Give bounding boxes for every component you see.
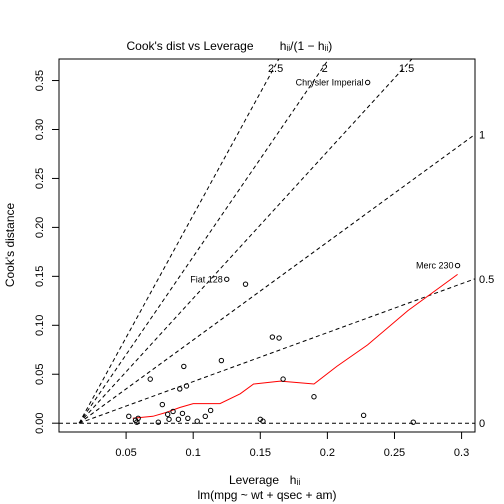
data-points: [126, 79, 461, 425]
data-point: [159, 401, 166, 408]
data-point: [269, 334, 276, 340]
contour-label-zero: 0: [479, 418, 485, 430]
contour-label: 1.5: [399, 63, 414, 75]
y-tick-label: 0.15: [34, 266, 46, 287]
contour-line: [78, 59, 413, 424]
x-tick-label: 0.3: [454, 447, 469, 459]
data-point: [454, 262, 461, 269]
y-tick-label: 0.00: [34, 412, 46, 433]
y-tick-label: 0.05: [34, 364, 46, 385]
data-point: [218, 357, 225, 364]
contour-line: [78, 133, 475, 424]
data-point: [126, 413, 132, 420]
x-axis: 0.05 0.1 0.15 0.2 0.25 0.3: [115, 431, 469, 459]
data-point: [360, 412, 367, 419]
chart-title: Cook's dist vs Leverage: [126, 39, 253, 53]
data-point: [242, 281, 249, 287]
data-point: [185, 415, 191, 421]
data-point: [202, 413, 208, 420]
data-point: [147, 376, 153, 382]
contour-line: [78, 278, 475, 424]
data-point: [166, 416, 172, 422]
x-tick-label: 0.25: [384, 447, 405, 459]
chart-title-formula: hᵢᵢ/(1 − hᵢᵢ): [280, 39, 333, 53]
data-point: [164, 411, 171, 418]
y-tick-label: 0.25: [34, 168, 46, 189]
data-point: [224, 276, 230, 282]
point-label: Fiat 128: [190, 274, 223, 284]
contour-line: [78, 59, 330, 424]
data-point: [183, 383, 190, 389]
y-tick-label: 0.30: [34, 119, 46, 140]
y-tick-label: 0.35: [34, 70, 46, 91]
point-labels: Chrysler Imperial Fiat 128 Merc 230: [190, 77, 453, 284]
data-point: [135, 415, 141, 421]
plot-frame: [58, 58, 476, 433]
data-point: [280, 376, 286, 382]
contour-label: 1: [479, 129, 485, 141]
chart-subtitle: lm(mpg ~ wt + qsec + am): [197, 488, 336, 502]
smoother-line: [132, 273, 458, 419]
x-axis-label-formula: hᵢᵢ: [290, 473, 301, 487]
data-point: [175, 416, 182, 422]
y-tick-label: 0.10: [34, 315, 46, 336]
x-tick-label: 0.2: [320, 447, 335, 459]
x-tick-label: 0.1: [186, 447, 201, 459]
x-tick-label: 0.05: [115, 447, 136, 459]
smoother-group: [132, 273, 458, 419]
x-axis-label: Leverage: [229, 473, 279, 487]
y-axis-label: Cook's distance: [3, 203, 17, 288]
contour-line: [78, 59, 280, 424]
point-label: Merc 230: [416, 261, 454, 271]
data-point: [170, 408, 176, 415]
data-point: [181, 363, 187, 370]
data-point: [194, 418, 200, 424]
data-point: [155, 419, 162, 425]
y-axis: 0.00 0.05 0.10 0.15 0.20 0.25 0.30 0.35: [34, 70, 60, 434]
data-point: [260, 418, 266, 424]
contour-label: 0.5: [479, 274, 494, 286]
data-point: [207, 407, 214, 414]
contour-label: 2: [322, 63, 328, 75]
data-point: [410, 419, 416, 425]
data-point: [179, 410, 186, 417]
data-point: [364, 79, 371, 86]
contour-labels: 0 0.5 1 1.5 2 2.5: [268, 63, 494, 430]
data-point: [311, 394, 317, 400]
contour-label: 2.5: [268, 63, 283, 75]
data-point: [177, 386, 183, 392]
data-point: [276, 335, 282, 341]
point-label: Chrysler Imperial: [296, 77, 364, 87]
y-tick-label: 0.20: [34, 217, 46, 238]
contour-lines: [59, 59, 475, 424]
x-tick-label: 0.15: [250, 447, 271, 459]
